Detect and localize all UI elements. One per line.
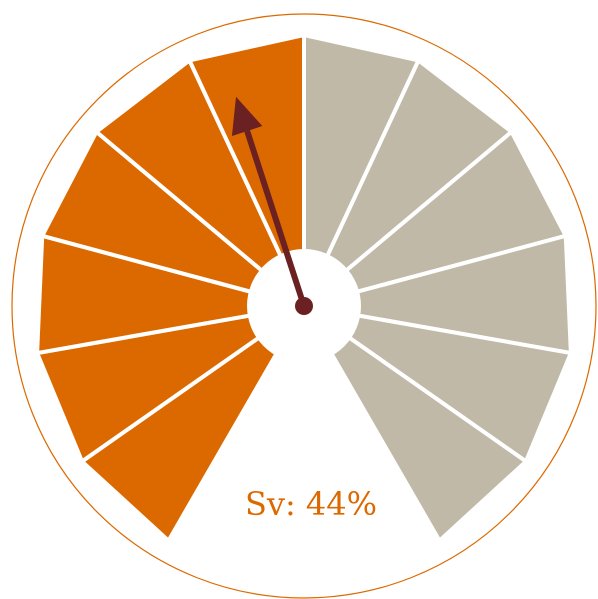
gauge-needle <box>231 96 313 315</box>
needle-arrowhead <box>231 96 263 136</box>
gauge-segments <box>34 32 574 544</box>
gauge-segment <box>302 304 530 544</box>
needle-shaft <box>244 130 307 307</box>
needle-pivot <box>295 297 313 315</box>
gauge-value-label: Sv: 44% <box>245 485 377 523</box>
